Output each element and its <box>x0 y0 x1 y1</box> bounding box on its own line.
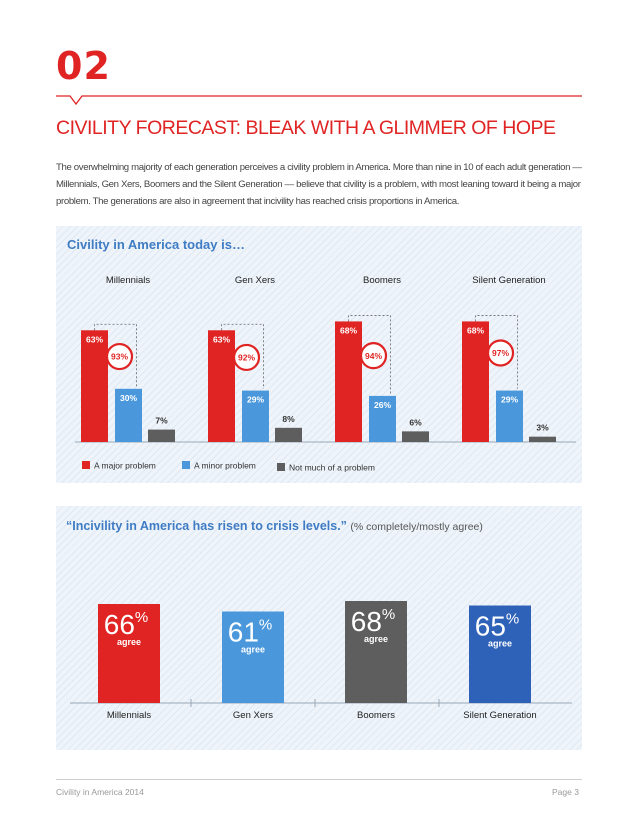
chart2-category-label: Boomers <box>357 710 395 721</box>
chart1-data-label: 8% <box>282 414 295 424</box>
chart1-legend-label: Not much of a problem <box>289 463 375 473</box>
chart1-data-label: 7% <box>155 416 168 426</box>
crisis-levels-panel: “Incivility in America has risen to cris… <box>56 506 582 750</box>
chart1-legend-swatch <box>182 461 190 469</box>
chart1-legend-swatch <box>82 461 90 469</box>
chart2-subtitle: (% completely/mostly agree) <box>350 521 483 533</box>
chart2-title-text: “Incivility in America has risen to cris… <box>66 519 347 533</box>
chart2-category-label: Silent Generation <box>463 710 536 721</box>
chart1-data-label: 63% <box>213 334 230 344</box>
chart1-data-label: 29% <box>501 395 518 405</box>
chart1-category-label: Boomers <box>363 275 401 286</box>
chart1-title: Civility in America today is… <box>67 237 245 252</box>
chart1-data-label: 30% <box>120 393 137 403</box>
chart1-combined-label: 92% <box>238 353 255 363</box>
chart2-bar <box>222 611 284 703</box>
civility-today-panel: Civility in America today is… Millennial… <box>56 226 582 483</box>
chart1-bar <box>529 436 556 442</box>
footer-page-number: Page 3 <box>552 787 579 797</box>
chart1-bracket <box>475 315 518 389</box>
chart1-combined-circle <box>486 339 515 367</box>
chart1-bar <box>148 429 175 442</box>
chart1-bar <box>275 427 302 442</box>
chart2-value-label: 66% <box>104 609 149 640</box>
chart2-bar <box>345 601 407 703</box>
section-divider <box>56 92 582 106</box>
chart2-value-label: 61% <box>228 617 273 648</box>
chart1-legend-swatch <box>277 463 285 471</box>
chart1-combined-label: 97% <box>492 348 509 358</box>
chart2-unit-label: agree <box>117 637 141 647</box>
chart2-title: “Incivility in America has risen to cris… <box>66 519 483 533</box>
chart1-data-label: 63% <box>86 334 103 344</box>
chart1-combined-circle <box>105 342 134 371</box>
chart1-bar <box>402 431 429 442</box>
footer-divider <box>56 779 582 780</box>
chart1-data-label: 68% <box>340 325 357 335</box>
chart1-data-label: 3% <box>536 423 549 433</box>
chart2-unit-label: agree <box>241 645 265 655</box>
chart2-unit-label: agree <box>488 639 512 649</box>
chart1-bar <box>242 390 269 442</box>
chart1-bar <box>335 321 362 442</box>
chart1-bar <box>115 388 142 442</box>
chart1-data-label: 29% <box>247 395 264 405</box>
intro-paragraph: The overwhelming majority of each genera… <box>56 162 582 207</box>
chart1-combined-circle <box>359 342 388 370</box>
chart1-data-label: 6% <box>409 417 422 427</box>
chart2-category-label: Millennials <box>107 710 152 721</box>
chart1-combined-label: 93% <box>111 352 128 362</box>
chart1-bar <box>81 330 108 442</box>
section-number: 02 <box>56 44 111 88</box>
page-title: CIVILITY FORECAST: BLEAK WITH A GLIMMER … <box>56 117 556 139</box>
chart1-bar <box>462 321 489 442</box>
chart2-value-label: 68% <box>351 606 396 637</box>
chart1-category-label: Silent Generation <box>472 275 545 286</box>
chart2-category-label: Gen Xers <box>233 710 273 721</box>
chart1-data-label: 26% <box>374 400 391 410</box>
chart1-legend-label: A major problem <box>94 461 156 471</box>
chart1-bar <box>208 330 235 442</box>
chart1-bracket <box>221 323 264 389</box>
civility-today-chart: Millennials 63% 30% 7% 93% Gen Xers 63% 29% 8% 92… <box>75 275 576 473</box>
chart1-category-label: Gen Xers <box>235 275 275 286</box>
chart1-bar <box>496 390 523 442</box>
chart2-value-label: 65% <box>475 611 520 642</box>
chart1-bar <box>369 395 396 442</box>
chart1-legend-label: A minor problem <box>194 461 256 471</box>
chart2-unit-label: agree <box>364 634 388 644</box>
chart1-combined-label: 94% <box>365 351 382 361</box>
divider-notch <box>56 95 582 106</box>
chart2-bar <box>469 605 531 703</box>
chart1-category-label: Millennials <box>106 275 151 286</box>
chart1-combined-circle <box>232 343 261 372</box>
footer-report-name: Civility in America 2014 <box>56 787 144 797</box>
chart1-data-label: 68% <box>467 325 484 335</box>
chart2-bar <box>98 604 160 703</box>
